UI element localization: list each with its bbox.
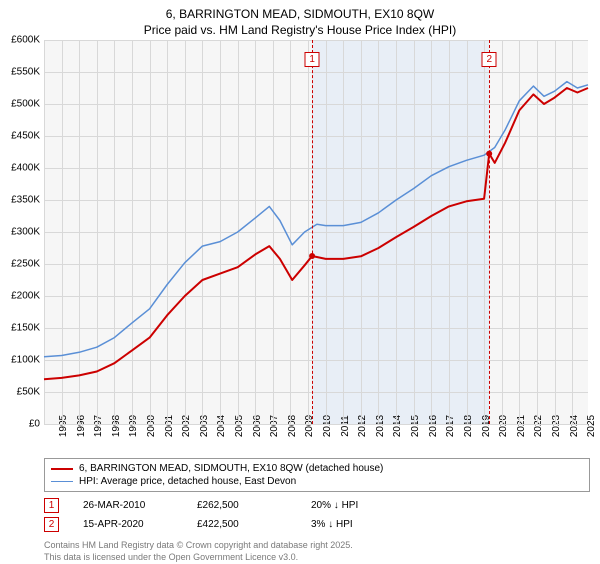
y-tick-label: £400K (11, 163, 40, 174)
x-axis: 1995199619971998199920002001200220032004… (44, 424, 588, 454)
chart-title-line1: 6, BARRINGTON MEAD, SIDMOUTH, EX10 8QW (0, 6, 600, 22)
y-tick-label: £300K (11, 227, 40, 238)
sale-row-date: 15-APR-2020 (83, 519, 173, 530)
y-tick-label: £50K (17, 387, 40, 398)
footer-line2: This data is licensed under the Open Gov… (44, 552, 590, 564)
sales-table-row: 2 15-APR-2020 £422,500 3% ↓ HPI (44, 515, 590, 534)
line-series-svg (44, 40, 588, 424)
sales-table-row: 1 26-MAR-2010 £262,500 20% ↓ HPI (44, 496, 590, 515)
series-line-hpi (44, 82, 588, 357)
sale-marker-line (312, 40, 313, 424)
y-tick-label: £500K (11, 99, 40, 110)
sale-row-pct: 20% ↓ HPI (311, 500, 401, 511)
chart-title-block: 6, BARRINGTON MEAD, SIDMOUTH, EX10 8QW P… (0, 0, 600, 40)
y-tick-label: £0 (29, 419, 40, 430)
legend-item: HPI: Average price, detached house, East… (51, 475, 583, 488)
footer-attribution: Contains HM Land Registry data © Crown c… (44, 540, 590, 563)
sale-row-price: £422,500 (197, 519, 287, 530)
y-tick-label: £450K (11, 131, 40, 142)
sale-row-badge: 1 (44, 498, 59, 513)
footer-line1: Contains HM Land Registry data © Crown c… (44, 540, 590, 552)
chart-container: 6, BARRINGTON MEAD, SIDMOUTH, EX10 8QW P… (0, 0, 600, 564)
y-tick-label: £150K (11, 323, 40, 334)
chart-title-line2: Price paid vs. HM Land Registry's House … (0, 22, 600, 38)
y-tick-label: £550K (11, 67, 40, 78)
legend-label: 6, BARRINGTON MEAD, SIDMOUTH, EX10 8QW (… (79, 463, 383, 474)
y-tick-label: £600K (11, 35, 40, 46)
sale-marker-badge: 1 (305, 52, 320, 67)
sales-table: 1 26-MAR-2010 £262,500 20% ↓ HPI 2 15-APR-202… (44, 496, 590, 534)
y-tick-label: £200K (11, 291, 40, 302)
sale-marker-line (489, 40, 490, 424)
y-axis: £0£50K£100K£150K£200K£250K£300K£350K£400… (0, 40, 42, 424)
sale-row-date: 26-MAR-2010 (83, 500, 173, 511)
sale-marker-badge: 2 (482, 52, 497, 67)
plot-area: £0£50K£100K£150K£200K£250K£300K£350K£400… (44, 40, 588, 424)
legend: 6, BARRINGTON MEAD, SIDMOUTH, EX10 8QW (… (44, 458, 590, 492)
y-tick-label: £350K (11, 195, 40, 206)
legend-item: 6, BARRINGTON MEAD, SIDMOUTH, EX10 8QW (… (51, 462, 583, 475)
series-line-property (44, 88, 588, 379)
y-tick-label: £250K (11, 259, 40, 270)
legend-swatch (51, 468, 73, 470)
sale-row-badge: 2 (44, 517, 59, 532)
sale-row-price: £262,500 (197, 500, 287, 511)
y-tick-label: £100K (11, 355, 40, 366)
legend-swatch (51, 481, 73, 482)
sale-row-pct: 3% ↓ HPI (311, 519, 401, 530)
legend-label: HPI: Average price, detached house, East… (79, 476, 296, 487)
gridline-h (44, 424, 588, 425)
